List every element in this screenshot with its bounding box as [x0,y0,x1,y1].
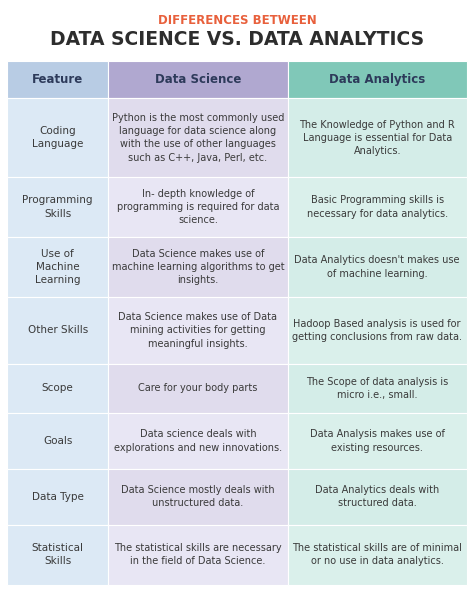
Text: DIFFERENCES BETWEEN: DIFFERENCES BETWEEN [158,14,316,27]
FancyBboxPatch shape [7,237,108,297]
FancyBboxPatch shape [108,297,288,364]
FancyBboxPatch shape [288,413,467,469]
FancyBboxPatch shape [7,469,108,525]
FancyBboxPatch shape [7,98,108,177]
Text: Goals: Goals [43,436,73,446]
Text: Coding
Language: Coding Language [32,126,83,149]
Text: Data Science: Data Science [155,73,241,86]
FancyBboxPatch shape [288,525,467,585]
FancyBboxPatch shape [108,364,288,413]
Text: Data Analytics deals with
structured data.: Data Analytics deals with structured dat… [315,485,439,509]
Text: Python is the most commonly used
language for data science along
with the use of: Python is the most commonly used languag… [112,113,284,163]
Text: The statistical skills are necessary
in the field of Data Science.: The statistical skills are necessary in … [114,543,282,567]
FancyBboxPatch shape [7,177,108,237]
FancyBboxPatch shape [288,237,467,297]
Text: Use of
Machine
Learning: Use of Machine Learning [35,249,81,285]
Text: Other Skills: Other Skills [27,326,88,336]
FancyBboxPatch shape [288,177,467,237]
FancyBboxPatch shape [108,177,288,237]
Text: Data Science makes use of
machine learning algorithms to get
insights.: Data Science makes use of machine learni… [111,249,284,285]
FancyBboxPatch shape [288,98,467,177]
Text: Scope: Scope [42,384,73,394]
Text: Data Analytics: Data Analytics [329,73,425,86]
FancyBboxPatch shape [108,469,288,525]
FancyBboxPatch shape [108,525,288,585]
FancyBboxPatch shape [7,413,108,469]
FancyBboxPatch shape [288,61,467,98]
Text: Hadoop Based analysis is used for
getting conclusions from raw data.: Hadoop Based analysis is used for gettin… [292,319,462,342]
FancyBboxPatch shape [7,297,108,364]
Text: Data Science mostly deals with
unstructured data.: Data Science mostly deals with unstructu… [121,485,275,509]
FancyBboxPatch shape [288,364,467,413]
Text: Data Type: Data Type [32,492,83,502]
Text: The Knowledge of Python and R
Language is essential for Data
Analytics.: The Knowledge of Python and R Language i… [300,120,455,156]
Text: Data Analytics doesn't makes use
of machine learning.: Data Analytics doesn't makes use of mach… [294,255,460,279]
FancyBboxPatch shape [288,297,467,364]
FancyBboxPatch shape [108,61,288,98]
FancyBboxPatch shape [108,98,288,177]
Text: Data science deals with
explorations and new innovations.: Data science deals with explorations and… [114,429,282,452]
FancyBboxPatch shape [288,469,467,525]
Text: Data Science makes use of Data
mining activities for getting
meaningful insights: Data Science makes use of Data mining ac… [118,312,277,349]
Text: DATA SCIENCE VS. DATA ANALYTICS: DATA SCIENCE VS. DATA ANALYTICS [50,30,424,49]
Text: Feature: Feature [32,73,83,86]
Text: The Scope of data analysis is
micro i.e., small.: The Scope of data analysis is micro i.e.… [306,377,448,400]
Text: Statistical
Skills: Statistical Skills [32,543,84,567]
Text: The statistical skills are of minimal
or no use in data analytics.: The statistical skills are of minimal or… [292,543,462,567]
FancyBboxPatch shape [7,364,108,413]
Text: Care for your body parts: Care for your body parts [138,384,257,394]
FancyBboxPatch shape [7,525,108,585]
FancyBboxPatch shape [108,237,288,297]
Text: Basic Programming skills is
necessary for data analytics.: Basic Programming skills is necessary fo… [307,195,448,218]
Text: Programming
Skills: Programming Skills [22,195,93,218]
Text: In- depth knowledge of
programming is required for data
science.: In- depth knowledge of programming is re… [117,189,279,225]
Text: Data Analysis makes use of
existing resources.: Data Analysis makes use of existing reso… [310,429,445,452]
FancyBboxPatch shape [7,61,108,98]
FancyBboxPatch shape [108,413,288,469]
